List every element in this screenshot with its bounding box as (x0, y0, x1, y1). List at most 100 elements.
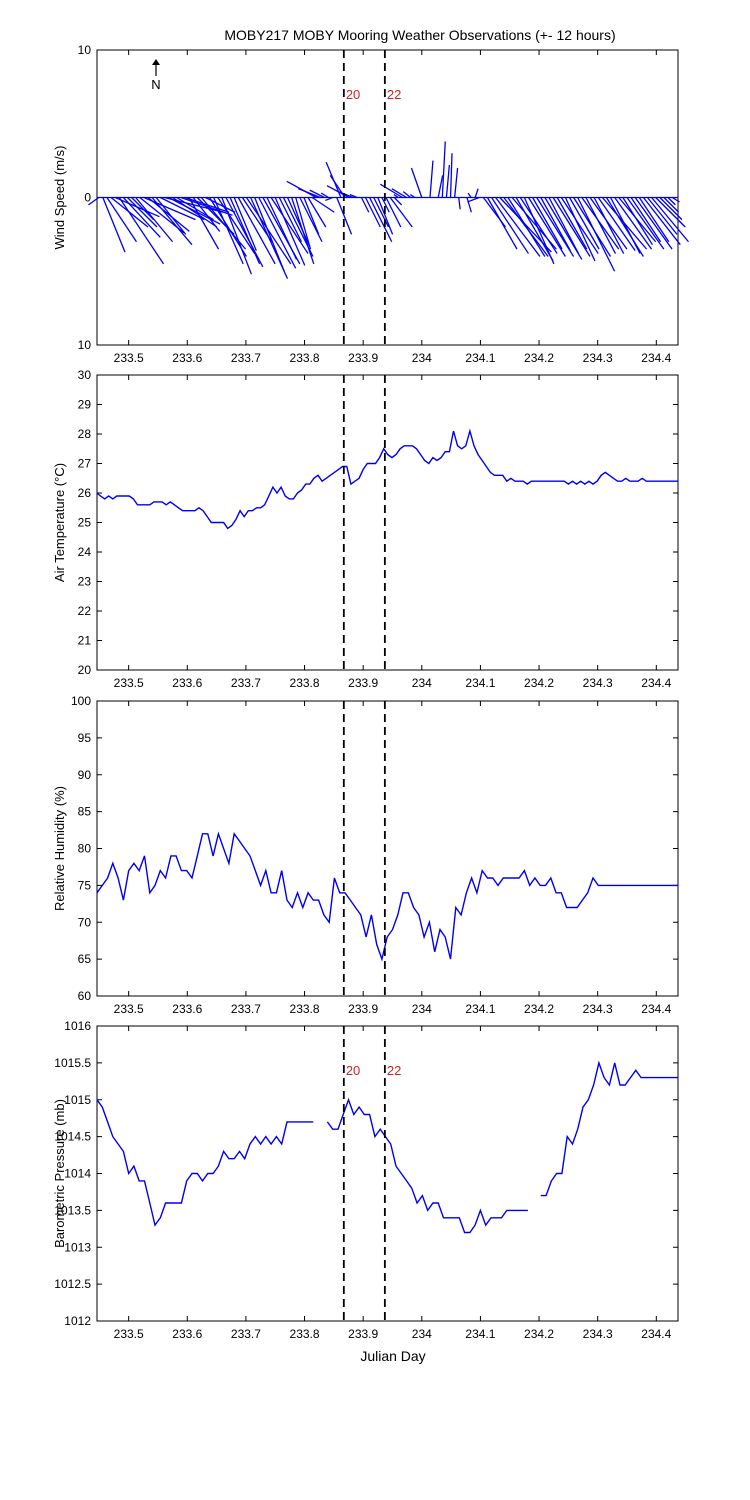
relative-humidity-y-tick-label: 80 (78, 842, 92, 856)
air-temperature-y-tick-label: 22 (78, 604, 92, 618)
wind-vector (568, 197, 600, 250)
wind-vector (659, 197, 683, 221)
wind-vector (299, 197, 323, 243)
wind-vector (593, 197, 625, 254)
wind-vector (122, 197, 161, 238)
barometric-pressure-hour-marker-label: 22 (387, 1063, 401, 1078)
barometric-pressure-y-axis-label: Barometric Pressure (mb) (52, 1099, 67, 1248)
wind-vector (441, 141, 446, 198)
wind-vector (626, 197, 665, 250)
x-axis-label: Julian Day (360, 1348, 425, 1364)
relative-humidity-x-tick-label: 233.9 (348, 1002, 378, 1016)
north-arrow: N (151, 59, 161, 92)
wind-vector (655, 197, 686, 228)
wind-vector (160, 196, 205, 221)
barometric-pressure-x-tick-label: 234.4 (641, 1327, 671, 1341)
barometric-pressure-y-tick-label: 1012.5 (54, 1277, 91, 1291)
north-label: N (151, 77, 160, 92)
wind-vector (466, 197, 472, 213)
wind-vector (474, 188, 479, 198)
air-temperature-x-tick-label: 233.8 (290, 676, 320, 690)
wind-vector (381, 197, 390, 213)
wind-vector (532, 197, 563, 250)
wind-vector (106, 197, 138, 243)
wind-vector (491, 197, 529, 254)
air-temperature-x-tick-label: 233.6 (172, 676, 202, 690)
wind-vector (364, 197, 381, 228)
air-temperature-x-tick-label: 234.4 (641, 676, 671, 690)
wind-vector (309, 189, 325, 199)
relative-humidity-y-tick-label: 65 (78, 952, 92, 966)
relative-humidity-y-tick-label: 85 (78, 805, 92, 819)
wind-vector (135, 197, 174, 243)
barometric-pressure-x-tick-label: 233.9 (348, 1327, 378, 1341)
wind-vector (291, 197, 315, 265)
barometric-pressure-series-line (326, 1097, 528, 1234)
air-temperature-x-tick-label: 233.9 (348, 676, 378, 690)
barometric-pressure-y-tick-label: 1015.5 (54, 1056, 91, 1070)
wind-speed-hour-marker-label: 22 (387, 87, 401, 102)
wind-vector (393, 197, 403, 206)
wind-vector (278, 197, 303, 243)
barometric-pressure-y-tick-label: 1016 (64, 1019, 91, 1033)
relative-humidity-y-axis-label: Relative Humidity (%) (52, 786, 67, 911)
barometric-pressure-x-tick-label: 233.5 (114, 1327, 144, 1341)
wind-vector (213, 197, 244, 265)
relative-humidity-y-tick-label: 95 (78, 731, 92, 745)
air-temperature-axes-box (96, 374, 679, 671)
wind-vector (127, 197, 158, 228)
barometric-pressure-y-tick-label: 1013.5 (54, 1203, 91, 1217)
wind-vector (409, 194, 416, 199)
relative-humidity-x-tick-label: 234.2 (524, 1002, 554, 1016)
wind-vector (254, 197, 285, 272)
wind-vector (552, 197, 591, 257)
air-temperature-x-tick-label: 234 (412, 676, 432, 690)
wind-vector (225, 197, 264, 268)
wind-vector (379, 183, 403, 199)
wind-vector (429, 160, 434, 198)
wind-vector (168, 196, 221, 225)
wind-vector (270, 197, 309, 254)
wind-vector (671, 196, 680, 203)
wind-vector (614, 197, 653, 250)
air-temperature-y-axis-label: Air Temperature (°C) (52, 463, 67, 582)
barometric-pressure-y-tick-label: 1015 (64, 1093, 91, 1107)
air-temperature-y-tick-label: 30 (78, 368, 92, 382)
relative-humidity-x-tick-label: 234.1 (465, 1002, 495, 1016)
wind-speed-x-tick-label: 233.6 (172, 351, 202, 365)
wind-vector (274, 197, 306, 266)
wind-vector (377, 197, 394, 235)
wind-speed-x-tick-label: 234.2 (524, 351, 554, 365)
barometric-pressure-x-tick-label: 233.7 (231, 1327, 261, 1341)
wind-vector (229, 197, 261, 265)
wind-vector (495, 197, 541, 257)
wind-vector (458, 197, 461, 210)
wind-speed-x-tick-label: 234.4 (641, 351, 671, 365)
wind-vector (131, 197, 155, 221)
wind-vector (88, 196, 100, 206)
wind-speed-y-tick-label: 0 (84, 191, 91, 205)
air-temperature-y-tick-label: 23 (78, 575, 92, 589)
wind-vector (311, 196, 335, 213)
wind-vector (647, 197, 678, 235)
wind-vector (638, 197, 670, 243)
wind-speed-y-axis-label: Wind Speed (m/s) (52, 145, 67, 249)
wind-vector (320, 192, 329, 199)
relative-humidity-x-tick-label: 234.3 (583, 1002, 613, 1016)
wind-vector (560, 197, 599, 254)
relative-humidity-x-tick-label: 233.6 (172, 1002, 202, 1016)
wind-vector (585, 197, 617, 254)
wind-vector (589, 197, 628, 250)
barometric-pressure-x-tick-label: 234.1 (465, 1327, 495, 1341)
wind-vector (556, 197, 588, 250)
barometric-pressure-y-tick-label: 1013 (64, 1240, 91, 1254)
relative-humidity-axes-box (96, 700, 679, 997)
air-temperature-y-tick-label: 27 (78, 457, 92, 471)
wind-vector (445, 164, 451, 198)
air-temperature-panel: 233.5 233.6 233.7 233.8 233.9 234 234.1 234.2 23… (52, 368, 679, 690)
north-arrow-icon (152, 59, 160, 65)
wind-vector (102, 197, 126, 253)
wind-speed-panel: 233.5 233.6 233.7 233.8 233.9 234 234.1 234.2 23… (52, 43, 689, 365)
wind-vector (307, 197, 327, 228)
